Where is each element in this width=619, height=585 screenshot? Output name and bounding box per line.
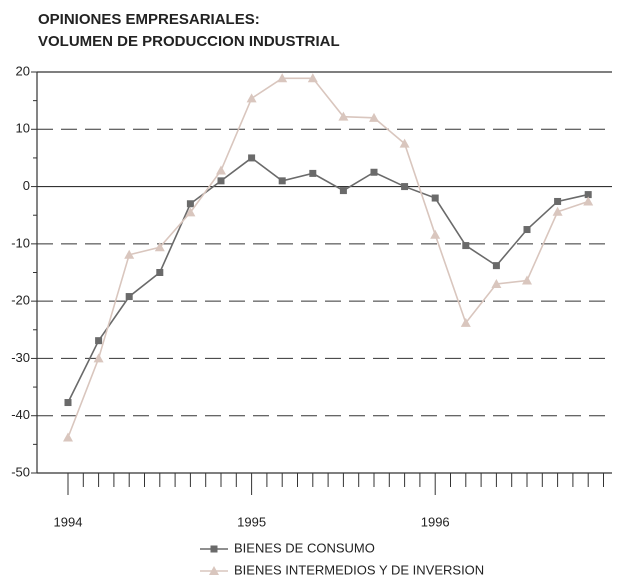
data-point: [339, 187, 347, 195]
y-tick-label: -20: [11, 293, 30, 308]
data-point: [95, 337, 103, 345]
y-tick-label: -50: [11, 464, 30, 479]
x-tick-label: 1994: [54, 514, 83, 529]
x-tick-label: 1996: [421, 514, 450, 529]
y-tick-label: 20: [16, 63, 30, 78]
data-point: [186, 200, 194, 208]
data-point: [216, 165, 226, 175]
data-point: [399, 138, 410, 148]
data-point: [522, 275, 532, 285]
x-tick-label: 1995: [237, 514, 266, 529]
data-point: [552, 206, 563, 216]
legend-marker: [209, 566, 219, 575]
y-tick-label: -10: [11, 235, 30, 250]
data-point: [583, 196, 594, 206]
data-point: [309, 169, 317, 177]
legend-label: BIENES INTERMEDIOS Y DE INVERSION: [234, 562, 484, 577]
data-point: [246, 93, 257, 103]
data-point: [430, 229, 441, 239]
data-point: [185, 207, 196, 217]
data-point: [370, 168, 378, 176]
data-point: [462, 242, 470, 250]
data-point: [307, 73, 318, 83]
data-point: [217, 177, 225, 185]
data-point: [248, 154, 256, 162]
data-point: [492, 262, 500, 270]
legend-marker: [210, 545, 218, 553]
y-tick-label: -40: [11, 407, 30, 422]
y-tick-label: 0: [23, 178, 30, 193]
data-point: [93, 353, 104, 363]
chart-title: VOLUMEN DE PRODUCCION INDUSTRIAL: [38, 33, 340, 50]
data-point: [277, 73, 288, 83]
data-point: [460, 317, 471, 327]
data-point: [64, 399, 72, 407]
data-point: [338, 111, 349, 121]
data-point: [401, 183, 409, 191]
y-tick-label: -30: [11, 350, 30, 365]
data-point: [431, 194, 439, 202]
series-line: [67, 77, 589, 438]
data-point: [125, 293, 133, 301]
data-point: [491, 278, 502, 288]
series-line: [67, 156, 589, 403]
data-point: [124, 249, 135, 259]
chart-title: OPINIONES EMPRESARIALES:: [38, 11, 260, 28]
data-point: [554, 197, 562, 205]
y-tick-label: 10: [16, 121, 30, 136]
legend-label: BIENES DE CONSUMO: [234, 540, 375, 555]
data-point: [369, 112, 379, 122]
data-point: [63, 432, 73, 442]
data-point: [523, 226, 531, 234]
data-point: [156, 269, 164, 276]
data-point: [154, 242, 165, 252]
data-point: [584, 191, 592, 199]
data-point: [278, 177, 286, 185]
